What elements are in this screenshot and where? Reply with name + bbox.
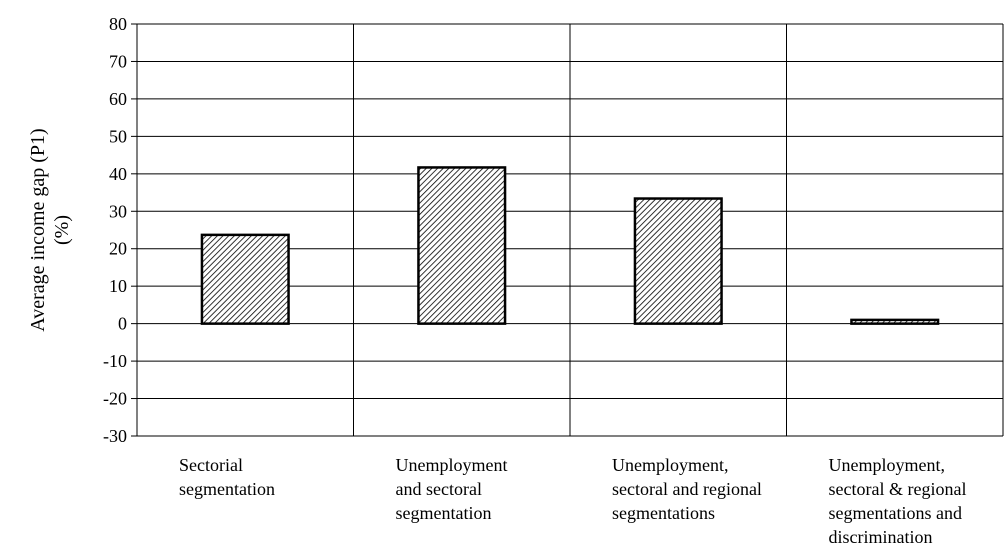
y-tick-label: -10 [103,351,127,371]
category-label: segmentations and [829,503,962,523]
y-axis-title-line: (%) [51,215,73,245]
y-tick-label: 20 [109,239,127,259]
bar-1 [200,233,290,325]
y-tick-label: 70 [109,51,127,71]
bar-3 [633,197,723,325]
category-label: Sectorial [179,455,243,475]
bar-4 [850,318,940,325]
y-tick-label: -30 [103,426,127,446]
labels: 80 70 60 50 40 30 20 10 0 -10 -20 -30 Sectorial segme… [27,14,966,547]
grid [136,23,1004,437]
y-tick-label: -20 [103,389,127,409]
bar-2 [417,166,507,325]
axes [131,23,137,437]
category-label: sectoral and regional [612,479,762,499]
y-tick-label: 80 [109,14,127,34]
y-tick-label: 60 [109,89,127,109]
y-tick-label: 50 [109,126,127,146]
category-label: Unemployment, [612,455,728,475]
category-label: segmentations [612,503,715,523]
category-label: segmentation [179,479,275,499]
bars [200,166,940,325]
category-label: discrimination [829,527,933,547]
y-tick-label: 0 [118,314,127,334]
y-axis-title: Average income gap (P1) (%) [27,128,73,331]
category-label: and sectoral [396,479,482,499]
category-label: segmentation [396,503,492,523]
y-tick-label: 10 [109,276,127,296]
category-label: sectoral & regional [829,479,967,499]
category-label: Unemployment, [829,455,945,475]
category-label: Unemployment [396,455,508,475]
y-axis-title-line: Average income gap (P1) [27,128,49,331]
y-tick-label: 40 [109,164,127,184]
y-tick-label: 30 [109,201,127,221]
